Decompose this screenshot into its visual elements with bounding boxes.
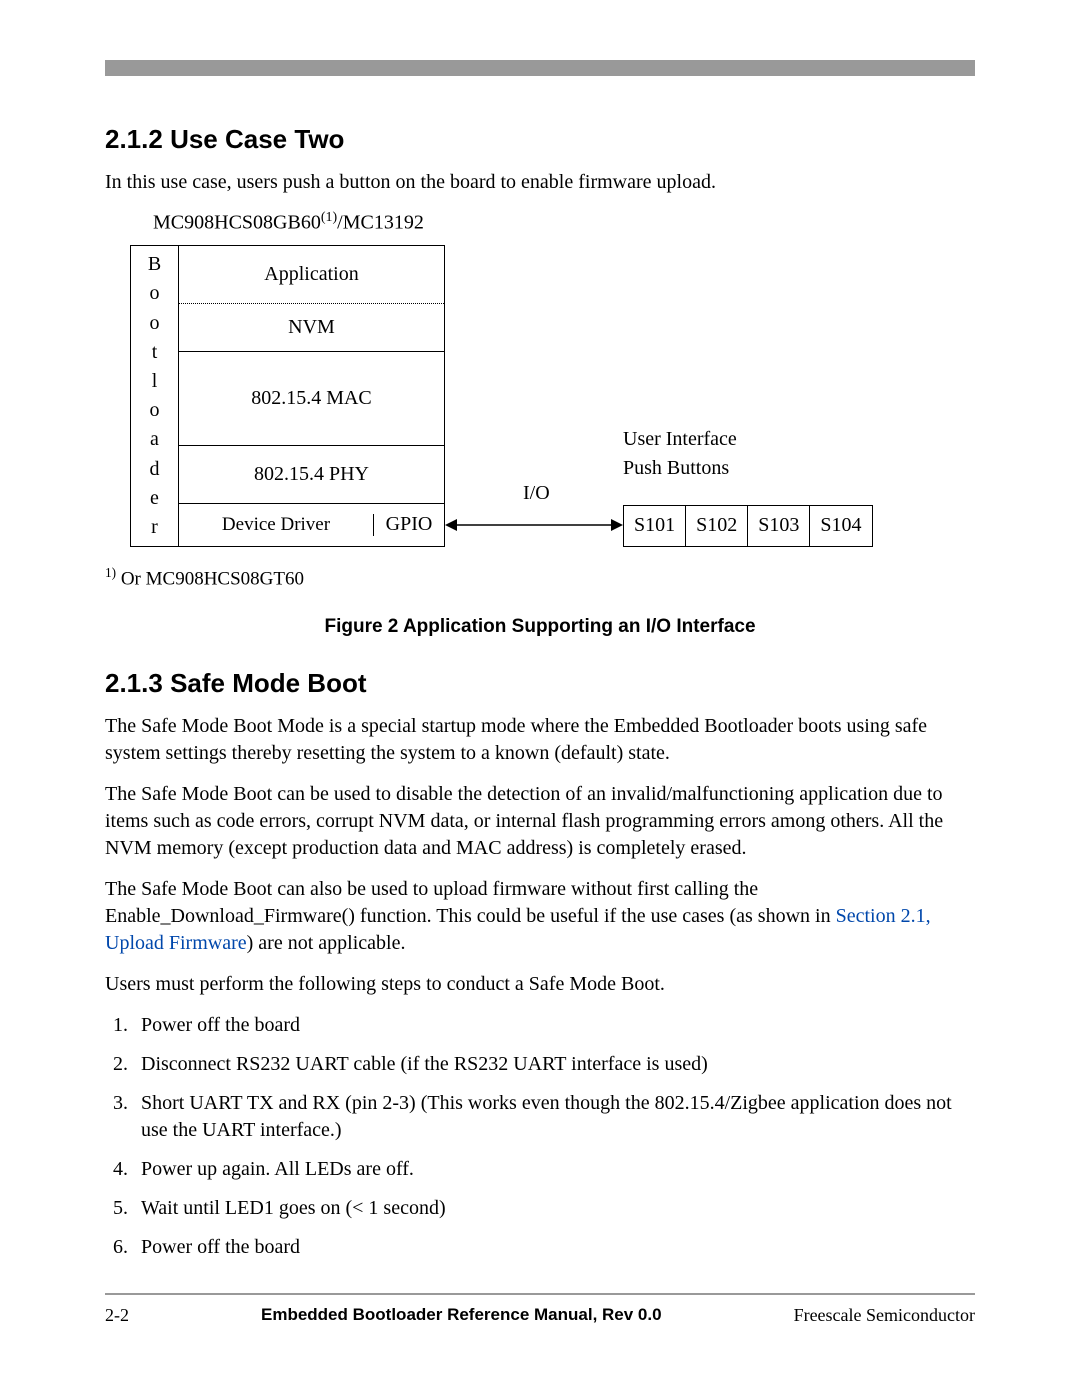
bootloader-column: B o o t l o a d e r	[131, 246, 179, 546]
stack-box: B o o t l o a d e r Application NVM 802.…	[130, 245, 445, 547]
safe-mode-p2: The Safe Mode Boot can be used to disabl…	[105, 781, 975, 862]
layer-gpio: GPIO	[374, 513, 444, 536]
io-label: I/O	[523, 482, 550, 505]
boot-letter: d	[150, 455, 160, 483]
layer-phy: 802.15.4 PHY	[179, 446, 444, 504]
boot-letter: e	[150, 484, 159, 512]
layer-mac: 802.15.4 MAC	[179, 352, 444, 446]
layer-bottom: Device Driver GPIO	[179, 504, 444, 546]
layer-device-driver: Device Driver	[179, 514, 374, 536]
safe-mode-p3: The Safe Mode Boot can also be used to u…	[105, 876, 975, 957]
p3-text-a: The Safe Mode Boot can also be used to u…	[105, 878, 836, 927]
ui-label-2: Push Buttons	[623, 454, 737, 483]
boot-letter: o	[150, 279, 160, 307]
p3-text-b: ) are not applicable.	[247, 932, 406, 954]
boot-letter: o	[150, 396, 160, 424]
footnote-sup: 1)	[105, 565, 116, 580]
boot-letter: t	[152, 338, 158, 366]
boot-letter: r	[151, 513, 158, 541]
layer-application: Application	[179, 246, 444, 304]
safe-mode-p4: Users must perform the following steps t…	[105, 971, 975, 998]
figure-caption: Figure 2 Application Supporting an I/O I…	[105, 616, 975, 638]
chip-label-pre: MC908HCS08GB60	[153, 212, 321, 234]
chip-label-post: /MC13192	[337, 212, 424, 234]
arrow-icon	[445, 513, 623, 537]
ui-labels: User Interface Push Buttons	[623, 425, 737, 483]
page-footer: 2-2 Embedded Bootloader Reference Manual…	[105, 1293, 975, 1326]
push-buttons-row: S101 S102 S103 S104	[623, 505, 873, 547]
diagram-footnote: 1) Or MC908HCS08GT60	[105, 565, 975, 590]
step-item: Power off the board	[133, 1012, 975, 1039]
boot-letter: o	[150, 309, 160, 337]
chip-label: MC908HCS08GB60(1)/MC13192	[153, 210, 975, 235]
push-button-s103: S103	[748, 506, 810, 546]
header-bar	[105, 60, 975, 76]
boot-letter: a	[150, 425, 159, 453]
step-item: Short UART TX and RX (pin 2-3) (This wor…	[133, 1090, 975, 1144]
layers-column: Application NVM 802.15.4 MAC 802.15.4 PH…	[179, 246, 444, 546]
boot-letter: B	[148, 250, 161, 278]
layer-nvm: NVM	[179, 304, 444, 352]
section-intro: In this use case, users push a button on…	[105, 169, 975, 196]
boot-letter: l	[152, 367, 158, 395]
footer-company: Freescale Semiconductor	[794, 1305, 975, 1326]
steps-list: Power off the board Disconnect RS232 UAR…	[105, 1012, 975, 1261]
chip-label-sup: (1)	[321, 210, 337, 225]
section-title: Use Case Two	[170, 124, 344, 154]
footnote-text: Or MC908HCS08GT60	[116, 568, 304, 589]
step-item: Disconnect RS232 UART cable (if the RS23…	[133, 1051, 975, 1078]
section-title: Safe Mode Boot	[170, 668, 366, 698]
ui-label-1: User Interface	[623, 425, 737, 454]
safe-mode-p1: The Safe Mode Boot Mode is a special sta…	[105, 713, 975, 767]
figure-diagram: MC908HCS08GB60(1)/MC13192 B o o t l o a …	[105, 210, 975, 638]
section-heading-use-case-two: 2.1.2 Use Case Two	[105, 124, 975, 155]
section-num: 2.1.2	[105, 124, 163, 154]
push-button-s102: S102	[686, 506, 748, 546]
section-heading-safe-mode: 2.1.3 Safe Mode Boot	[105, 668, 975, 699]
push-button-s104: S104	[810, 506, 871, 546]
io-area: User Interface Push Buttons I/O S101 S10…	[445, 247, 975, 547]
step-item: Wait until LED1 goes on (< 1 second)	[133, 1195, 975, 1222]
step-item: Power up again. All LEDs are off.	[133, 1156, 975, 1183]
footer-title: Embedded Bootloader Reference Manual, Re…	[261, 1305, 662, 1326]
step-item: Power off the board	[133, 1234, 975, 1261]
section-num: 2.1.3	[105, 668, 163, 698]
push-button-s101: S101	[624, 506, 686, 546]
footer-page-number: 2-2	[105, 1305, 129, 1326]
